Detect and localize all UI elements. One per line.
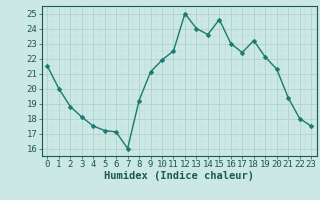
X-axis label: Humidex (Indice chaleur): Humidex (Indice chaleur): [104, 171, 254, 181]
